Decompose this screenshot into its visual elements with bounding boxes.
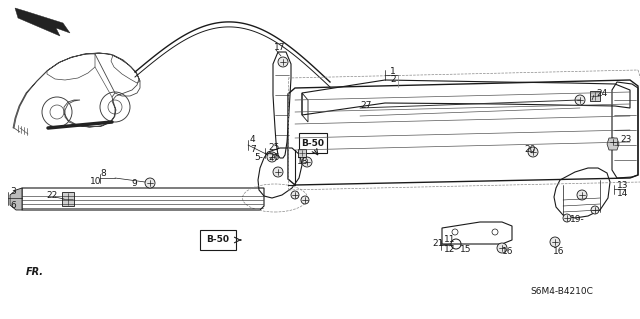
Circle shape	[563, 214, 571, 222]
Text: 23: 23	[620, 136, 632, 145]
Text: 16: 16	[553, 248, 564, 256]
Polygon shape	[607, 138, 619, 150]
Text: S6M4-B4210C: S6M4-B4210C	[530, 287, 593, 296]
Text: 25: 25	[268, 144, 280, 152]
Circle shape	[528, 147, 538, 157]
Text: 13: 13	[617, 181, 628, 189]
Text: FR.: FR.	[26, 267, 44, 277]
Circle shape	[301, 196, 309, 204]
Text: 27: 27	[360, 100, 371, 109]
Circle shape	[609, 138, 617, 146]
Text: 14: 14	[617, 189, 628, 197]
Text: 4: 4	[250, 136, 255, 145]
Polygon shape	[10, 188, 22, 210]
Circle shape	[550, 237, 560, 247]
Text: 8: 8	[100, 168, 106, 177]
Text: 5-: 5-	[254, 152, 263, 161]
Text: 10: 10	[90, 177, 102, 187]
Text: 26: 26	[268, 152, 280, 161]
Text: 19-: 19-	[570, 216, 585, 225]
Text: 6: 6	[10, 201, 16, 210]
Circle shape	[145, 178, 155, 188]
Polygon shape	[298, 149, 306, 157]
Circle shape	[302, 157, 312, 167]
Circle shape	[273, 167, 283, 177]
Polygon shape	[15, 8, 70, 36]
Text: 18: 18	[297, 158, 308, 167]
Text: 11: 11	[444, 235, 456, 244]
Circle shape	[575, 95, 585, 105]
Circle shape	[577, 190, 587, 200]
Text: 2: 2	[390, 75, 396, 84]
Text: 16: 16	[502, 248, 513, 256]
Text: 20: 20	[524, 145, 536, 154]
Text: B-50: B-50	[301, 138, 324, 147]
Text: 3: 3	[10, 188, 16, 197]
Polygon shape	[62, 192, 74, 206]
Text: 17: 17	[274, 43, 285, 53]
Circle shape	[291, 191, 299, 199]
Circle shape	[497, 243, 507, 253]
Text: 24: 24	[596, 88, 607, 98]
Circle shape	[278, 57, 288, 67]
Text: 7: 7	[250, 145, 256, 154]
Polygon shape	[590, 91, 600, 101]
Circle shape	[591, 206, 599, 214]
Text: B-50: B-50	[207, 235, 230, 244]
Text: 1: 1	[390, 66, 396, 76]
Text: 15: 15	[460, 244, 472, 254]
Text: 9: 9	[131, 179, 137, 188]
Circle shape	[267, 152, 277, 162]
Text: 12: 12	[444, 244, 456, 254]
Text: 22: 22	[46, 190, 57, 199]
Text: 21: 21	[432, 240, 444, 249]
